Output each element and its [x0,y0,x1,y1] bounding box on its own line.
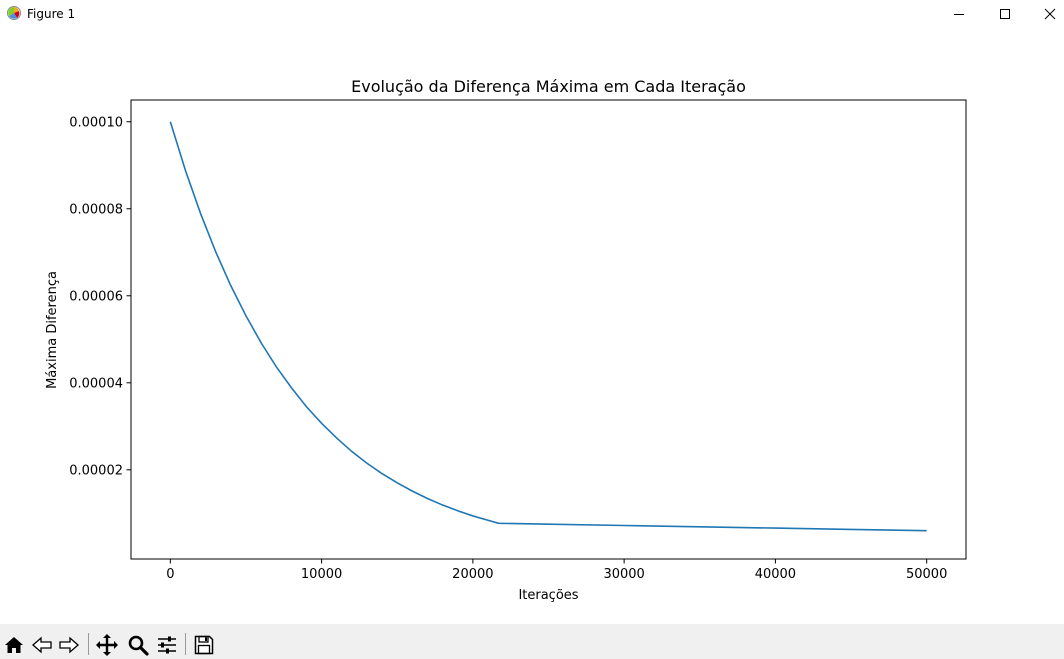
x-axis-label: Iterações [518,588,578,603]
home-button[interactable] [1,632,27,658]
x-tick-label: 40000 [755,567,796,582]
back-button[interactable] [29,632,55,658]
x-tick-label: 20000 [452,567,493,582]
save-floppy-icon [194,635,214,655]
close-button[interactable] [1027,0,1064,28]
chart-title: Evolução da Diferença Máxima em Cada Ite… [351,77,746,96]
home-icon [5,637,23,653]
maximize-icon [1000,9,1010,19]
title-bar: Figure 1 [0,0,1064,28]
figure-canvas[interactable]: 0 10000 20000 30000 40000 50000 0.00002 0.0000… [0,28,1064,624]
toolbar-separator [88,633,89,655]
x-axis-ticks: 0 10000 20000 30000 40000 50000 [166,559,947,582]
y-tick-label: 0.00008 [69,202,123,217]
y-tick-label: 0.00002 [69,463,123,478]
window-title: Figure 1 [27,7,76,21]
plot-area [130,99,967,560]
y-tick-label: 0.00006 [69,289,123,304]
y-axis-label: Máxima Diferença [45,271,60,389]
x-tick-label: 0 [166,567,174,582]
y-tick-label: 0.00004 [69,376,123,391]
forward-arrow-icon [59,636,79,654]
x-tick-label: 30000 [603,567,644,582]
subplots-button[interactable] [154,632,180,658]
navigation-toolbar [0,624,1064,659]
matplotlib-figure-icon [7,6,21,20]
forward-button[interactable] [56,632,82,658]
maximize-button[interactable] [982,0,1028,28]
pan-button[interactable] [94,632,120,658]
back-arrow-icon [32,636,52,654]
y-tick-label: 0.00010 [69,115,123,130]
y-axis-ticks: 0.00002 0.00004 0.00006 0.00008 0.00010 [69,115,131,478]
line-chart: 0 10000 20000 30000 40000 50000 0.000020.0000… [45,77,967,603]
pan-move-icon [96,634,118,656]
close-icon [1044,8,1056,20]
series-line [169,121,927,532]
toolbar-separator [185,633,186,655]
minimize-button[interactable] [936,0,982,28]
zoom-button[interactable] [125,632,151,658]
x-tick-label: 50000 [906,567,947,582]
zoom-magnifier-icon [128,635,149,656]
save-button[interactable] [191,632,217,658]
subplots-config-icon [158,636,176,654]
minimize-icon [954,14,964,15]
x-tick-label: 10000 [301,567,342,582]
